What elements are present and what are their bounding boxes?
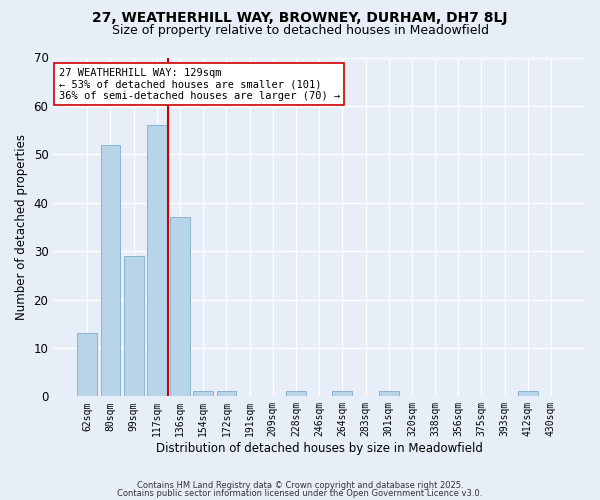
Bar <box>124 256 143 396</box>
Bar <box>217 392 236 396</box>
Y-axis label: Number of detached properties: Number of detached properties <box>15 134 28 320</box>
Text: Size of property relative to detached houses in Meadowfield: Size of property relative to detached ho… <box>112 24 488 37</box>
Bar <box>101 144 121 396</box>
Text: 27 WEATHERHILL WAY: 129sqm
← 53% of detached houses are smaller (101)
36% of sem: 27 WEATHERHILL WAY: 129sqm ← 53% of deta… <box>59 68 340 101</box>
Bar <box>518 392 538 396</box>
Bar <box>193 392 213 396</box>
Text: Contains public sector information licensed under the Open Government Licence v3: Contains public sector information licen… <box>118 489 482 498</box>
Bar <box>77 334 97 396</box>
Text: Contains HM Land Registry data © Crown copyright and database right 2025.: Contains HM Land Registry data © Crown c… <box>137 481 463 490</box>
Bar <box>170 217 190 396</box>
Bar <box>379 392 398 396</box>
Bar <box>147 126 167 396</box>
X-axis label: Distribution of detached houses by size in Meadowfield: Distribution of detached houses by size … <box>156 442 482 455</box>
Text: 27, WEATHERHILL WAY, BROWNEY, DURHAM, DH7 8LJ: 27, WEATHERHILL WAY, BROWNEY, DURHAM, DH… <box>92 11 508 25</box>
Bar <box>286 392 306 396</box>
Bar <box>332 392 352 396</box>
